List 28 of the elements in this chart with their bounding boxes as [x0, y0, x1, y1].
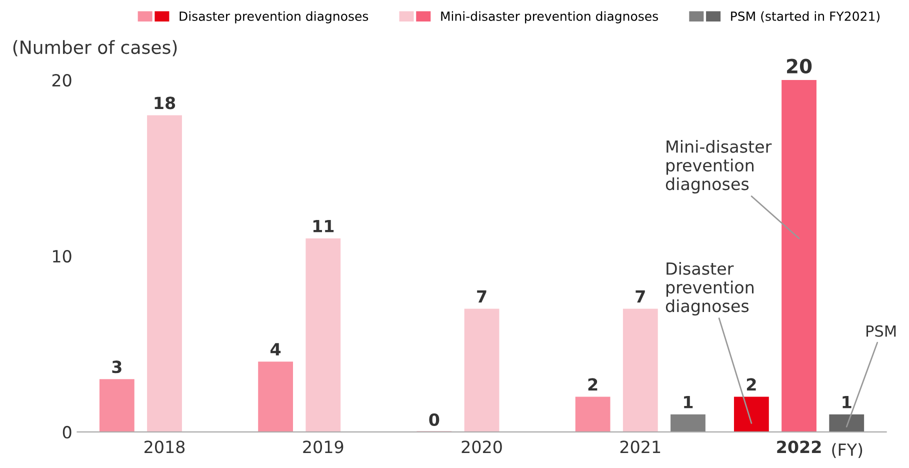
y-tick-label: 0 — [62, 426, 72, 439]
legend-label: Disaster prevention diagnoses — [180, 11, 368, 24]
data-label: 18 — [154, 96, 176, 110]
y-tick-label: 10 — [53, 250, 72, 263]
y-tick-label: 20 — [52, 74, 72, 87]
data-label: 7 — [636, 290, 645, 303]
data-label: 2 — [746, 378, 756, 391]
x-tick-label: 2018 — [144, 440, 185, 454]
data-label: 1 — [842, 396, 852, 408]
data-label: 2 — [588, 378, 598, 391]
x-axis-title: (FY) — [832, 443, 862, 458]
data-label: 0 — [429, 413, 440, 426]
annotation: PSM — [866, 325, 896, 337]
x-tick-label: 2020 — [462, 440, 502, 454]
legend-label: PSM (started in FY2021) — [731, 11, 880, 22]
data-label: 20 — [787, 58, 812, 74]
y-axis-title: (Number of cases) — [13, 40, 177, 56]
data-label: 3 — [112, 360, 122, 374]
data-label: 4 — [270, 343, 281, 356]
annotation: Disaster prevention diagnoses — [666, 262, 754, 316]
data-label: 1 — [684, 396, 693, 408]
legend-label: Mini-disaster prevention diagnoses — [441, 11, 658, 24]
annotation: Mini-disaster prevention diagnoses — [666, 140, 772, 194]
data-label: 11 — [313, 220, 334, 232]
x-tick-label: 2019 — [303, 440, 344, 454]
data-label: 7 — [477, 290, 486, 303]
x-tick-label: 2022 — [777, 440, 821, 454]
x-tick-label: 2021 — [620, 440, 660, 454]
